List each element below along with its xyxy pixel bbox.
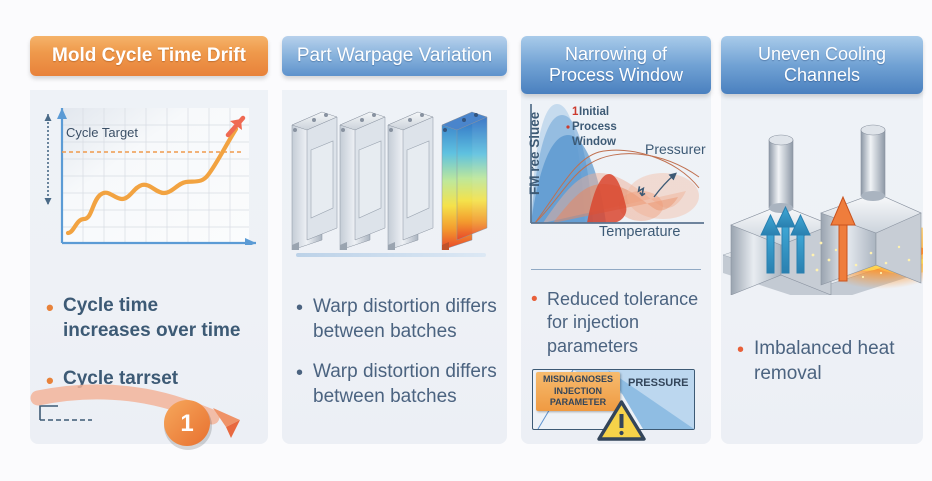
svg-text:Cycle Target: Cycle Target <box>66 125 138 140</box>
svg-text:PRESSURE: PRESSURE <box>628 377 689 389</box>
svg-text:Process: Process <box>572 121 617 133</box>
svg-text:Pressurer: Pressurer <box>645 141 706 157</box>
svg-text:Temperature: Temperature <box>599 224 680 240</box>
svg-text:↯: ↯ <box>636 184 647 199</box>
svg-text:FM ree Siuee: FM ree Siuee <box>527 111 542 195</box>
svg-text:1: 1 <box>572 106 579 118</box>
svg-text:1: 1 <box>180 410 193 437</box>
svg-text:Initial: Initial <box>579 106 609 118</box>
svg-text:Window: Window <box>572 136 616 148</box>
